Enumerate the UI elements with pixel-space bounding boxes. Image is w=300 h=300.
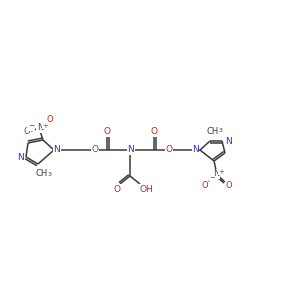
Text: 3: 3 bbox=[219, 128, 223, 134]
Text: O: O bbox=[151, 128, 158, 136]
Text: +: + bbox=[218, 169, 224, 175]
Text: CH: CH bbox=[207, 127, 219, 136]
Text: O: O bbox=[113, 184, 121, 194]
Text: N: N bbox=[54, 145, 60, 154]
Text: O: O bbox=[166, 146, 172, 154]
Text: O: O bbox=[24, 128, 30, 136]
Text: 3: 3 bbox=[48, 172, 52, 176]
Text: O: O bbox=[202, 182, 208, 190]
Text: O: O bbox=[226, 182, 232, 190]
Text: N: N bbox=[213, 169, 219, 178]
Text: −: − bbox=[28, 122, 34, 130]
Text: N: N bbox=[192, 146, 199, 154]
Text: OH: OH bbox=[139, 184, 153, 194]
Text: −: − bbox=[209, 175, 215, 181]
Text: O: O bbox=[103, 128, 110, 136]
Text: O: O bbox=[47, 116, 53, 124]
Text: N: N bbox=[37, 124, 43, 133]
Text: O: O bbox=[92, 146, 98, 154]
Text: N: N bbox=[128, 146, 134, 154]
Text: +: + bbox=[42, 123, 48, 129]
Text: N: N bbox=[17, 152, 24, 161]
Text: CH: CH bbox=[36, 169, 48, 178]
Text: N: N bbox=[225, 136, 232, 146]
